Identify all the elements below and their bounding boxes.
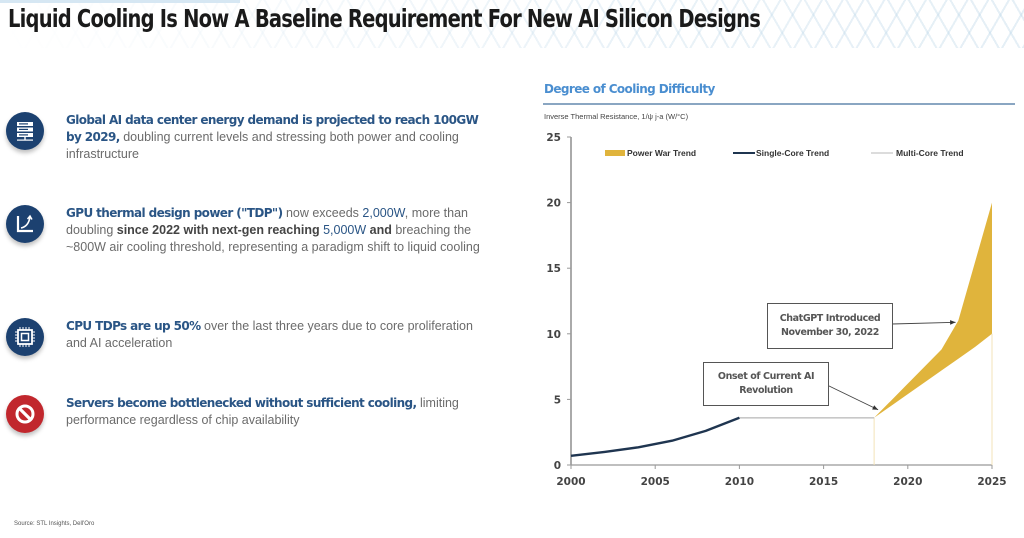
legend-swatch-power-war	[605, 150, 625, 156]
bullet-text-segment: GPU thermal design power ("TDP")	[66, 206, 283, 220]
callout-chatgpt-introduced: ChatGPT Introduced November 30, 2022	[767, 303, 893, 349]
bullet-bottleneck: Servers become bottlenecked without suff…	[6, 395, 496, 433]
chart-legend: Power War Trend Single-Core Trend Multi-Co…	[605, 148, 964, 158]
page-title: Liquid Cooling Is Now A Baseline Require…	[8, 4, 761, 33]
bullet-text-segment: , more than doubling	[66, 206, 469, 237]
bullet-text-segment: breaching the ~800W air cooling threshol…	[66, 223, 480, 254]
power-war-trend-band	[874, 202, 992, 418]
bullet-text: GPU thermal design power ("TDP") now exc…	[66, 205, 496, 256]
arrow-onset-ai-head	[872, 405, 879, 410]
chart-title-rule	[543, 103, 1015, 105]
bullet-text-segment: 2,000W	[362, 206, 405, 220]
bullet-text-segment: doubling current levels and stressing bo…	[66, 130, 459, 161]
bullet-text-segment: limiting performance regardless of chip …	[66, 396, 459, 427]
bullet-text-segment: since 2022 with next-gen reaching	[116, 223, 324, 237]
bullet-text-segment: Servers become bottlenecked without suff…	[66, 396, 417, 410]
x-tick-label: 2005	[641, 476, 670, 488]
legend-label: Power War Trend	[627, 148, 696, 158]
y-tick-label: 15	[546, 263, 561, 275]
bullet-text: Servers become bottlenecked without suff…	[66, 395, 496, 429]
y-tick-label: 5	[554, 394, 561, 406]
bullet-gpu-tdp: GPU thermal design power ("TDP") now exc…	[6, 205, 496, 256]
x-tick-label: 2000	[556, 476, 585, 488]
bullet-text-segment: CPU TDPs are up 50%	[66, 319, 201, 333]
arrow-chatgpt-head	[950, 320, 956, 325]
server-rack-icon	[6, 112, 44, 150]
chart-y-axis-label: Inverse Thermal Resistance, 1/ψ j-a (W/°…	[544, 112, 689, 121]
chart-marks	[570, 202, 993, 465]
legend-label: Multi-Core Trend	[896, 148, 964, 158]
y-tick-label: 25	[546, 132, 561, 144]
bullet-text: Global AI data center energy demand is p…	[66, 112, 496, 163]
bullet-text-segment: 5,000W	[323, 223, 367, 237]
x-tick-label: 2020	[893, 476, 922, 488]
header-accent-strip	[0, 0, 240, 3]
hexagon-pattern-background	[0, 0, 1024, 48]
chart-title: Degree of Cooling Difficulty	[544, 82, 715, 96]
bullet-cpu-tdp: CPU TDPs are up 50% over the last three …	[6, 318, 496, 356]
source-note: Source: STL Insights, Dell'Oro	[14, 521, 95, 527]
callout-onset-ai-revolution: Onset of Current AI Revolution	[703, 362, 829, 406]
x-tick-label: 2015	[809, 476, 838, 488]
legend-label: Single-Core Trend	[756, 148, 829, 158]
prohibited-icon	[6, 395, 44, 433]
bullet-text-segment: over the last three years due to core pr…	[66, 319, 473, 350]
cpu-chip-icon	[6, 318, 44, 356]
y-tick-label: 10	[546, 329, 561, 341]
growth-curve-icon	[6, 205, 44, 243]
bullet-text-segment: Global AI data center energy demand is p…	[66, 113, 479, 144]
bullet-text-segment: and	[366, 223, 392, 237]
x-tick-label: 2010	[725, 476, 754, 488]
bullet-energy-demand: Global AI data center energy demand is p…	[6, 112, 496, 163]
single-core-trend-line	[570, 416, 740, 458]
y-tick-label: 0	[554, 460, 561, 472]
arrow-chatgpt	[891, 321, 956, 325]
chart-annotations	[826, 320, 956, 411]
bullet-text: CPU TDPs are up 50% over the last three …	[66, 318, 496, 352]
bullet-text-segment: now exceeds	[282, 206, 363, 220]
arrow-onset-ai	[826, 384, 879, 411]
x-tick-label: 2025	[977, 476, 1006, 488]
y-tick-label: 20	[546, 198, 561, 210]
